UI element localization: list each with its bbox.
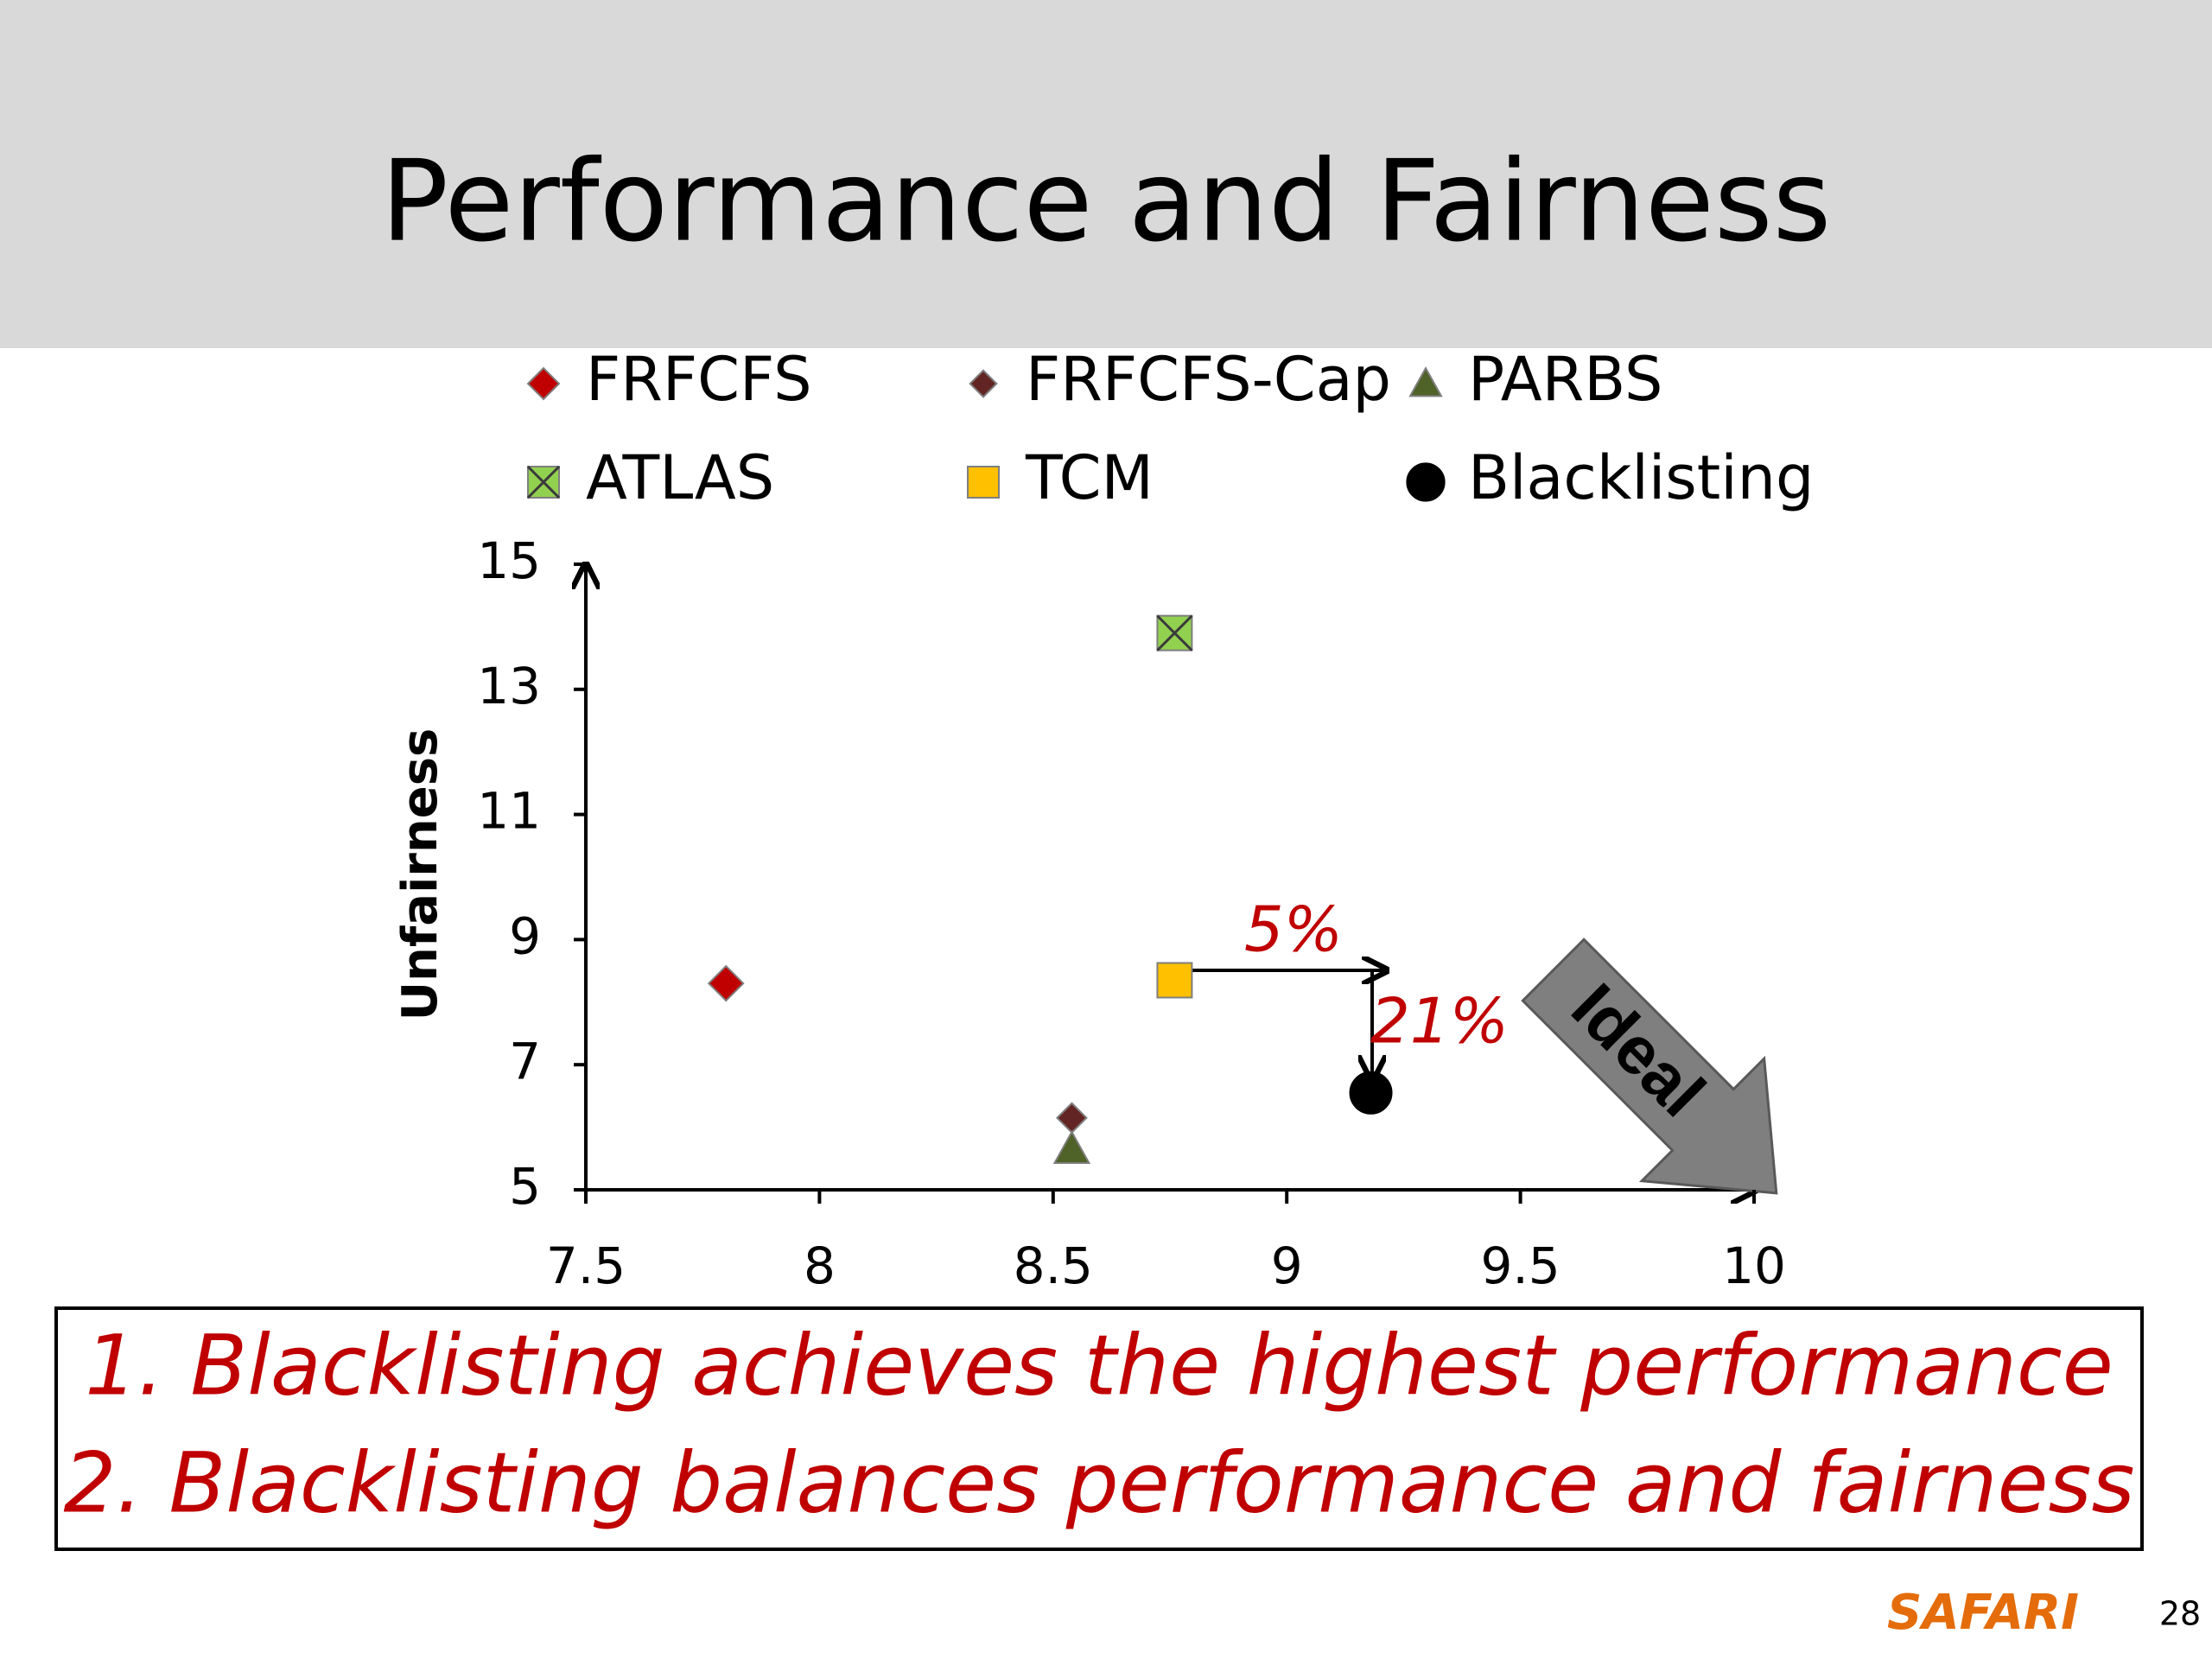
- marker-shape: [1408, 365, 1443, 397]
- marker: [707, 964, 745, 1002]
- marker: [1156, 962, 1193, 999]
- slide-title: Performance and Fairness: [381, 136, 1832, 267]
- x-tick-label: 9.5: [1480, 1236, 1560, 1295]
- y-tick-label: 15: [477, 531, 541, 590]
- marker-cross: [526, 465, 561, 499]
- footer-logo: SAFARI: [1887, 1585, 2079, 1641]
- marker-shape: [526, 366, 561, 401]
- ideal-arrow-shape: [1521, 938, 1778, 1195]
- annotation: 5%: [1244, 893, 1343, 966]
- y-tick-label: 11: [477, 782, 541, 841]
- y-axis-label: Unfairness: [392, 728, 448, 1021]
- conclusion: 2. Blacklisting balances performance and…: [63, 1434, 2134, 1531]
- legend-label: ATLAS: [586, 442, 774, 513]
- x-tick-label: 8: [804, 1236, 836, 1295]
- marker: [967, 466, 1000, 499]
- marker: [969, 369, 998, 398]
- y-tick-label: 5: [509, 1157, 541, 1216]
- marker-shape: [707, 964, 745, 1002]
- marker: [526, 465, 561, 499]
- marker-shape: [1349, 1071, 1393, 1115]
- marker: [1349, 1071, 1393, 1115]
- marker-shape: [967, 466, 1000, 499]
- marker: [1052, 1129, 1091, 1164]
- legend-label: FRFCFS: [586, 344, 812, 415]
- annotation: 21%: [1370, 985, 1509, 1058]
- marker: [526, 366, 561, 401]
- y-tick-label: 7: [509, 1032, 541, 1090]
- title-band: [0, 0, 2212, 348]
- legend-label: Blacklisting: [1468, 442, 1814, 513]
- conclusion-box: [54, 1306, 2144, 1551]
- marker-shape: [1052, 1129, 1091, 1164]
- marker-shape: [1156, 962, 1193, 999]
- legend-label: PARBS: [1468, 344, 1662, 415]
- marker-shape: [969, 369, 998, 398]
- x-tick-label: 10: [1722, 1236, 1786, 1295]
- conclusion: 1. Blacklisting achieves the highest per…: [85, 1317, 2113, 1414]
- x-tick-label: 7.5: [546, 1236, 626, 1295]
- y-tick-label: 13: [477, 657, 541, 715]
- x-tick-label: 9: [1271, 1236, 1303, 1295]
- legend-label: FRFCFS-Cap: [1026, 344, 1391, 415]
- y-tick-label: 9: [509, 907, 541, 966]
- page-number: 28: [2159, 1595, 2201, 1633]
- marker: [1408, 365, 1443, 397]
- x-tick-label: 8.5: [1014, 1236, 1093, 1295]
- marker: [1406, 462, 1446, 502]
- marker-shape: [1406, 462, 1446, 502]
- marker-cross: [1156, 614, 1193, 652]
- legend-label: TCM: [1025, 442, 1154, 513]
- marker: [1156, 614, 1193, 652]
